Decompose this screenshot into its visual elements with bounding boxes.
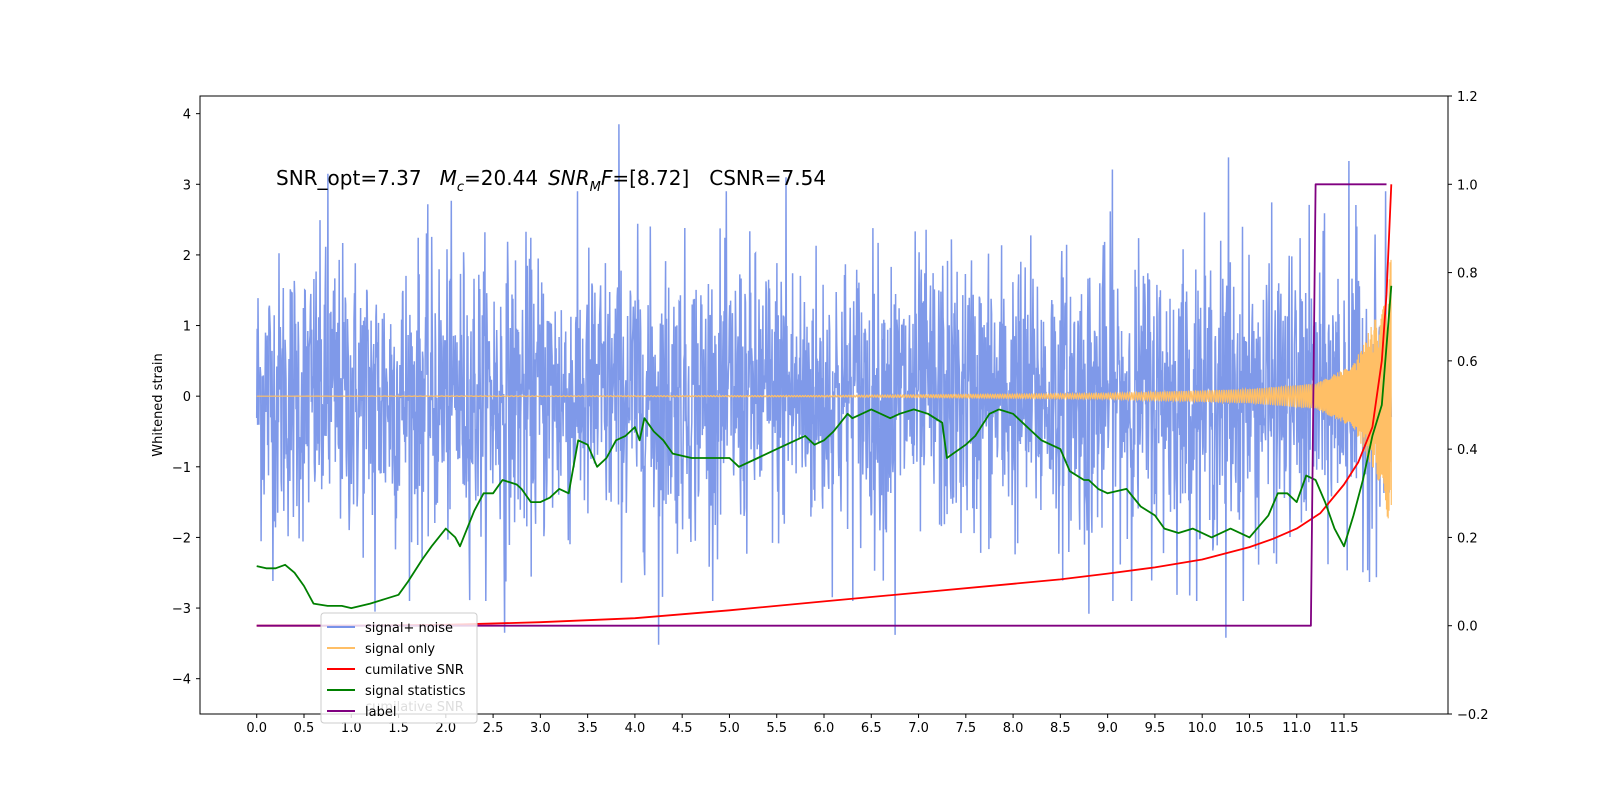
legend: cumilative SNR signal+ noise signal only c… xyxy=(320,612,478,724)
x-tick-label: 8.5 xyxy=(1050,721,1071,736)
x-tick-label: 5.5 xyxy=(766,721,787,736)
y-tick-label: 1 xyxy=(183,320,191,335)
x-tick-label: 6.0 xyxy=(814,721,835,736)
x-tick-label: 3.0 xyxy=(530,721,551,736)
x-tick-label: 10.0 xyxy=(1188,721,1217,736)
legend-label: cumilative SNR xyxy=(365,663,464,678)
x-tick-label: 8.0 xyxy=(1003,721,1024,736)
legend-frame xyxy=(320,612,478,724)
x-tick-label: 0.5 xyxy=(294,721,315,736)
y-tick-label: −3 xyxy=(172,602,191,617)
x-axis: 0.0 0.5 1.0 1.5 2.0 2.5 3.0 3.5 4.0 4.5 5.0 5.5 6.0 6… xyxy=(246,714,1358,736)
y2-tick-label: 0.4 xyxy=(1457,443,1478,458)
snr-opt-text: SNR_opt=7.37 xyxy=(276,166,422,190)
plot-series-layer xyxy=(255,124,1393,645)
series-signal-noise xyxy=(255,124,1393,645)
legend-shadow-text: cumilative SNR xyxy=(365,700,464,715)
x-tick-label: 11.0 xyxy=(1282,721,1311,736)
x-tick-label: 7.5 xyxy=(955,721,976,736)
y2-tick-label: 0.0 xyxy=(1457,620,1478,635)
x-tick-label: 6.5 xyxy=(861,721,882,736)
y2-tick-label: 0.8 xyxy=(1457,267,1478,282)
mc-symbol: M xyxy=(440,166,457,190)
legend-label: label xyxy=(365,705,396,720)
y-tick-label: −2 xyxy=(172,531,191,546)
y2-tick-label: 0.2 xyxy=(1457,531,1478,546)
x-tick-label: 4.0 xyxy=(625,721,646,736)
y-tick-label: 2 xyxy=(183,249,191,264)
x-tick-label: 2.5 xyxy=(483,721,504,736)
y2-tick-label: 0.6 xyxy=(1457,355,1478,370)
x-tick-label: 10.5 xyxy=(1235,721,1264,736)
y-tick-label: 0 xyxy=(183,390,191,405)
y-tick-label: 4 xyxy=(183,108,191,123)
x-tick-label: 0.0 xyxy=(246,721,267,736)
mc-value: =20.44 xyxy=(464,166,538,190)
snrmf-value: =[8.72] xyxy=(612,166,689,190)
y-axis-right: 1.2 1.0 0.8 0.6 0.4 0.2 0.0 −0.2 xyxy=(1448,90,1489,723)
x-tick-label: 2.0 xyxy=(435,721,456,736)
snrmf-subscript: M xyxy=(590,180,601,195)
x-tick-label: 4.5 xyxy=(672,721,693,736)
mc-subscript: c xyxy=(457,180,464,195)
legend-label: signal statistics xyxy=(365,684,466,699)
x-tick-label: 7.0 xyxy=(908,721,929,736)
snrmf-tail: F xyxy=(601,166,613,190)
csnr-text: CSNR=7.54 xyxy=(709,166,826,190)
x-tick-label: 5.0 xyxy=(719,721,740,736)
series-signal-statistics xyxy=(256,285,1393,609)
legend-label: signal+ noise xyxy=(365,621,453,636)
y-axis-label: Whitened strain xyxy=(151,353,166,456)
x-tick-label: 9.0 xyxy=(1097,721,1118,736)
y2-tick-label: −0.2 xyxy=(1457,708,1489,723)
x-tick-label: 1.5 xyxy=(388,721,409,736)
x-tick-label: 11.5 xyxy=(1330,721,1359,736)
chart-annotation: SNR_opt=7.37 Mc=20.44 SNRMF=[8.72] CSNR=7.5… xyxy=(276,166,826,195)
y-tick-label: −4 xyxy=(172,673,191,688)
x-tick-label: 9.5 xyxy=(1145,721,1166,736)
snrmf-symbol: SNR xyxy=(548,166,590,190)
y2-tick-label: 1.0 xyxy=(1457,178,1478,193)
y-tick-label: 3 xyxy=(183,178,191,193)
series-signal-only xyxy=(256,259,1392,519)
y-axis-left: 4 3 2 1 0 −1 −2 −3 −4 xyxy=(172,108,200,688)
x-tick-label: 1.0 xyxy=(341,721,362,736)
y2-tick-label: 1.2 xyxy=(1457,90,1478,105)
y-tick-label: −1 xyxy=(172,461,191,476)
legend-label: signal only xyxy=(365,642,435,657)
series-label xyxy=(256,183,1387,627)
series-cumulative-snr xyxy=(256,184,1393,627)
x-tick-label: 3.5 xyxy=(577,721,598,736)
